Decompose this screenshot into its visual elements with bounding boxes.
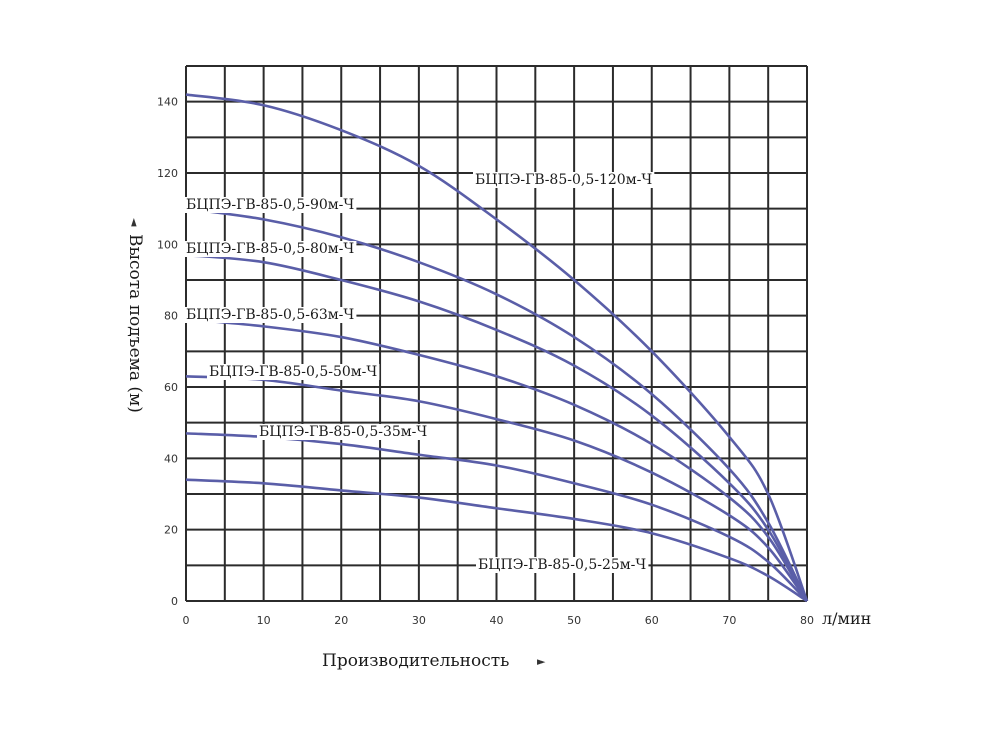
series-line (185, 207, 809, 602)
series-line (185, 375, 809, 602)
x-tick-label: 40 (490, 614, 504, 627)
x-tick-label: 20 (334, 614, 348, 627)
x-tick-label: 70 (722, 614, 736, 627)
tick-labels: 0 10 20 30 40 50 60 70 80 0 20 40 60 80 100 120 140 (157, 96, 814, 627)
series-label-background (207, 364, 380, 380)
y-tick-label: 140 (157, 96, 178, 109)
series-labels: БЦПЭ-ГВ-85-0,5-120м-Ч БЦПЭ-ГВ-85-0,5-90м-… (184, 172, 655, 573)
series-line (185, 317, 809, 602)
x-unit-label: л/мин (822, 609, 871, 628)
x-tick-label: 10 (257, 614, 271, 627)
x-axis-title: Производительность (322, 651, 509, 671)
y-tick-label: 100 (157, 238, 178, 251)
series-label-background (476, 557, 649, 573)
series-label-background (184, 241, 357, 257)
series-label-background (473, 172, 655, 188)
x-axis-arrow-icon: ► (537, 655, 546, 668)
y-tick-label: 20 (164, 524, 178, 537)
series-label-background (184, 197, 357, 213)
y-tick-label: 40 (164, 452, 178, 465)
series-label: БЦПЭ-ГВ-85-0,5-120м-Ч (475, 172, 652, 188)
grid (185, 65, 808, 602)
y-tick-label: 120 (157, 167, 178, 180)
y-tick-label: 80 (164, 310, 178, 323)
y-axis-arrow-icon: ◄ (128, 218, 141, 227)
y-tick-label: 0 (171, 595, 178, 608)
series-label: БЦПЭ-ГВ-85-0,5-25м-Ч (478, 557, 646, 573)
x-tick-label: 0 (183, 614, 190, 627)
x-tick-label: 80 (800, 614, 814, 627)
series-line (185, 93, 809, 602)
series-label: БЦПЭ-ГВ-85-0,5-35м-Ч (259, 424, 427, 440)
series-line (185, 478, 808, 603)
y-axis-title: Высота подъема (м) (125, 234, 145, 413)
x-tick-label: 50 (567, 614, 581, 627)
series-lines (185, 93, 809, 603)
series-label-background (257, 424, 430, 440)
series-line (185, 253, 809, 602)
series-label: БЦПЭ-ГВ-85-0,5-80м-Ч (186, 241, 354, 257)
series-label: БЦПЭ-ГВ-85-0,5-63м-Ч (186, 307, 354, 323)
y-tick-label: 60 (164, 381, 178, 394)
x-tick-label: 60 (645, 614, 659, 627)
series-label: БЦПЭ-ГВ-85-0,5-90м-Ч (186, 197, 354, 213)
series-label: БЦПЭ-ГВ-85-0,5-50м-Ч (209, 364, 377, 380)
series-label-background (184, 307, 357, 323)
x-tick-label: 30 (412, 614, 426, 627)
